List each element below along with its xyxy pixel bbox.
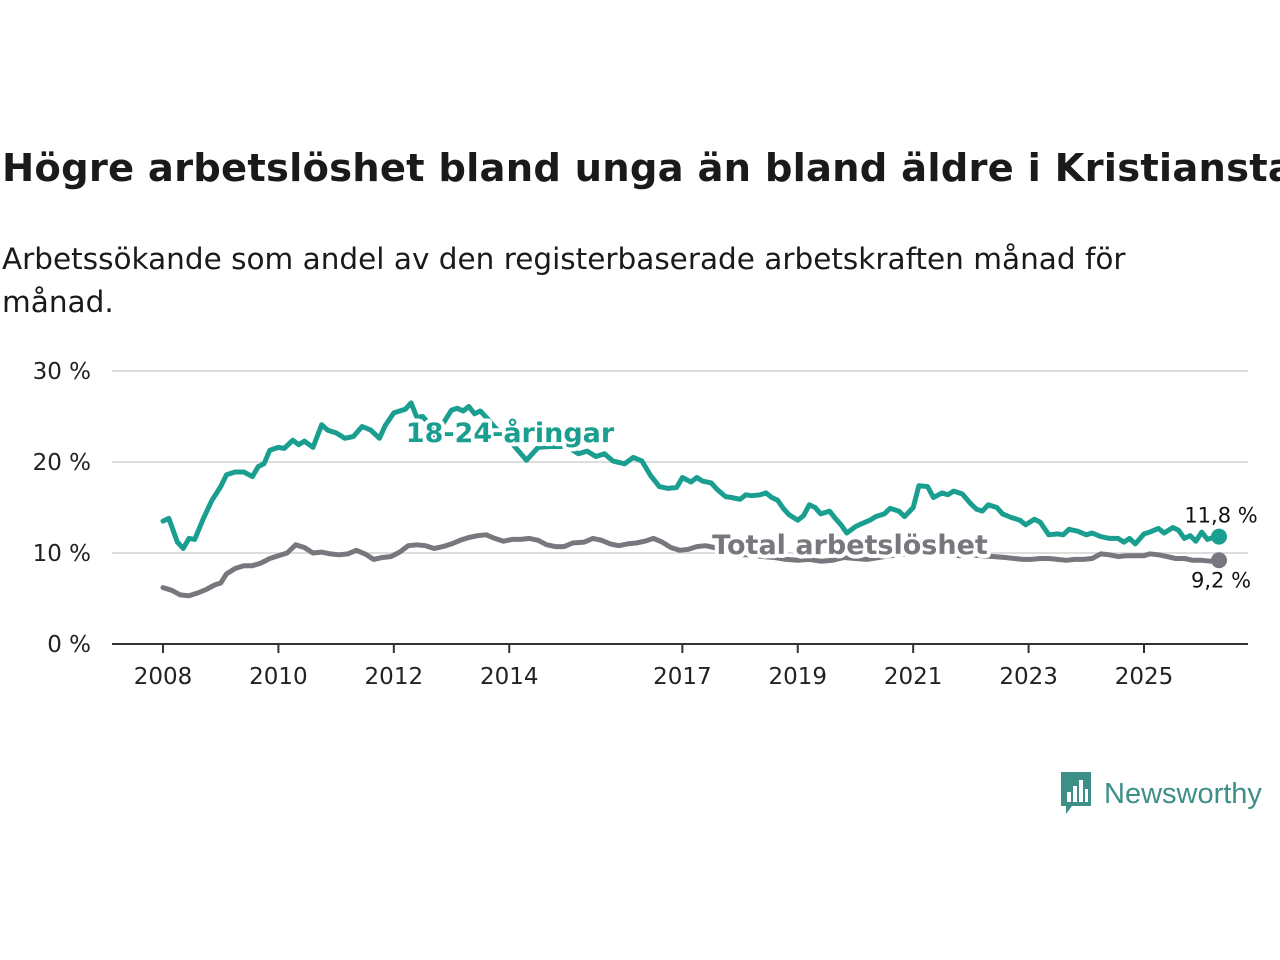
x-tick-label-2025: 2025 [1115,664,1174,690]
chart-title: Högre arbetslöshet bland unga än bland ä… [2,146,1280,191]
youth-end-point [1211,528,1228,545]
x-axis [112,643,1248,653]
brand-logo: Newsworthy [1058,770,1262,818]
series-lines [160,400,1228,599]
x-tick-label-2023: 2023 [999,664,1058,690]
x-axis-labels: 2008 2010 2012 2014 2017 2019 2021 2023 2025 [134,664,1174,690]
x-tick-label-2014: 2014 [480,664,539,690]
x-tick-label-2008: 2008 [134,664,193,690]
line-chart: 0 % 10 % 20 % 30 % 2008 2010 2012 2014 2017 2019… [33,359,1258,690]
y-tick-label-10: 10 % [33,541,91,567]
youth-end-value-label: 11,8 % [1184,504,1257,528]
total-end-point [1211,552,1228,569]
y-tick-label-0: 0 % [47,632,91,658]
youth-unemployment-line [160,400,1222,551]
brand-name: Newsworthy [1104,777,1262,810]
total-series-label-halo: Total arbetslöshet [712,530,988,561]
youth-series-label-halo: 18-24-åringar [406,417,615,449]
x-tick-label-2021: 2021 [884,664,943,690]
gridlines [112,370,1248,554]
chart-subtitle: Arbetssökande som andel av den registerb… [2,242,1126,319]
total-unemployment-line [160,532,1222,599]
total-end-value-label: 9,2 % [1191,568,1251,592]
x-tick-label-2010: 2010 [249,664,308,690]
total-series-label: Total arbetslöshet [712,530,988,561]
youth-series-label: 18-24-åringar [406,417,615,449]
x-tick-label-2019: 2019 [768,664,827,690]
x-tick-label-2012: 2012 [365,664,424,690]
newsworthy-logo-icon [1061,772,1091,814]
y-tick-label-20: 20 % [33,450,91,476]
y-axis-labels: 0 % 10 % 20 % 30 % [33,359,91,658]
y-tick-label-30: 30 % [33,359,91,385]
x-tick-label-2017: 2017 [653,664,712,690]
series-labels: 11,8 %9,2 %18-24-åringar18-24-åringarTot… [402,413,1258,592]
